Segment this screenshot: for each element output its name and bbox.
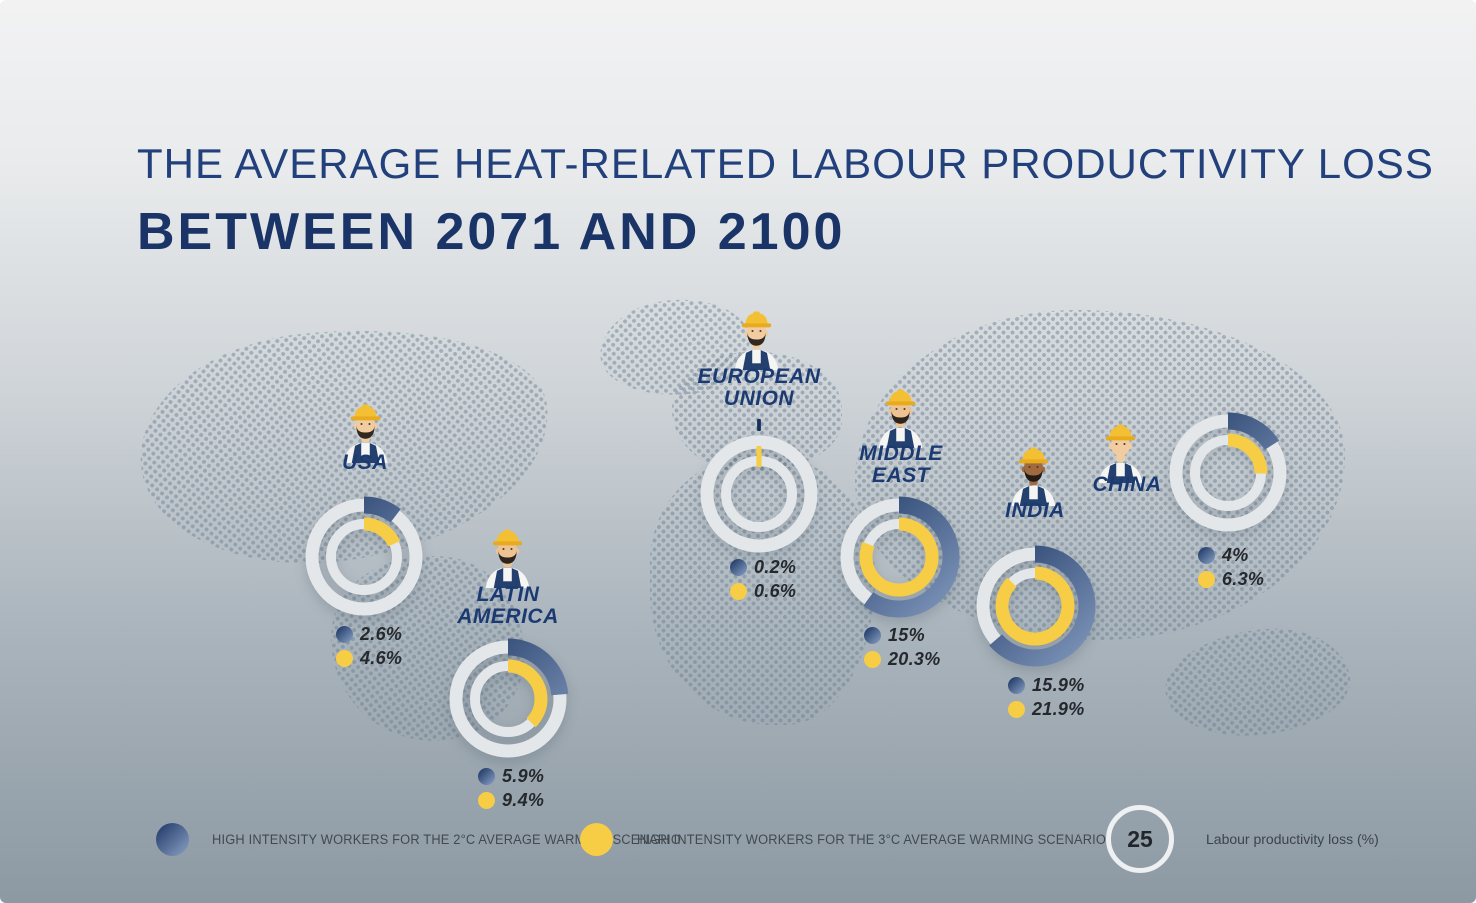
map-africa [650,455,875,725]
region-values: 0.2% 0.6% [730,557,796,602]
value-2c: 5.9% [502,766,545,786]
yellow-dot-icon [1008,701,1025,718]
yellow-dot-icon [864,651,881,668]
value-row-3c: 0.6% [730,581,796,602]
legend-2c-dot-icon [156,823,189,856]
donut-chart [700,419,818,553]
value-3c: 0.6% [754,581,797,601]
value-row-3c: 6.3% [1198,569,1264,590]
value-2c: 4% [1222,545,1249,565]
value-row-2c: 15% [864,625,941,646]
legend-3c-dot-icon [580,823,613,856]
region-label: MIDDLE EAST [859,442,943,488]
value-2c: 0.2% [754,557,797,577]
legend-scale-label: Labour productivity loss (%) [1206,831,1379,847]
value-2c: 15% [888,625,925,645]
value-row-3c: 20.3% [864,649,941,670]
region-label: EUROPEAN UNION [697,365,821,411]
value-row-3c: 9.4% [478,790,544,811]
title-line-1: THE AVERAGE HEAT-RELATED LABOUR PRODUCTI… [137,140,1434,187]
worker-icon [1098,424,1143,483]
donut-chart [447,638,569,760]
value-row-2c: 2.6% [336,624,402,645]
worker-icon [485,529,530,588]
legend-scale-ring-icon: 25 [1106,805,1174,873]
donut-chart [974,545,1096,667]
value-row-3c: 4.6% [336,648,402,669]
value-row-3c: 21.9% [1008,699,1085,720]
worker-icon [343,404,388,463]
title-block: THE AVERAGE HEAT-RELATED LABOUR PRODUCTI… [137,140,1434,262]
value-row-2c: 15.9% [1008,675,1085,696]
value-2c: 15.9% [1032,675,1085,695]
worker-icon [1011,447,1056,506]
donut-chart [1167,412,1289,534]
region-values: 15.9% 21.9% [1008,675,1085,720]
worker-icon [734,311,779,370]
yellow-dot-icon [1198,571,1215,588]
value-row-2c: 5.9% [478,766,544,787]
donut-chart [303,496,425,618]
yellow-dot-icon [730,583,747,600]
donut-chart [838,496,960,618]
region-values: 4% 6.3% [1198,545,1264,590]
value-2c: 2.6% [360,624,403,644]
region-values: 2.6% 4.6% [336,624,402,669]
region-label: INDIA [1005,499,1065,522]
blue-dot-icon [1198,547,1215,564]
value-row-2c: 4% [1198,545,1264,566]
blue-dot-icon [864,627,881,644]
value-row-2c: 0.2% [730,557,796,578]
value-3c: 9.4% [502,790,545,810]
region-label: USA [342,451,388,474]
region-label: CHINA [1092,473,1162,496]
region-values: 15% 20.3% [864,625,941,670]
region-label: LATIN AMERICA [457,583,559,629]
value-3c: 21.9% [1032,699,1085,719]
value-3c: 6.3% [1222,569,1265,589]
blue-dot-icon [730,559,747,576]
yellow-dot-icon [478,792,495,809]
worker-icon [878,389,923,448]
yellow-dot-icon [336,650,353,667]
region-values: 5.9% 9.4% [478,766,544,811]
title-line-2: BETWEEN 2071 AND 2100 [137,203,846,261]
map-australia [1160,620,1355,745]
value-3c: 4.6% [360,648,403,668]
blue-dot-icon [478,768,495,785]
blue-dot-icon [336,626,353,643]
value-3c: 20.3% [888,649,941,669]
legend-2c-label: HIGH INTENSITY WORKERS FOR THE 2°C AVERA… [212,832,682,847]
legend-3c-label: HIGH INTENSITY WORKERS FOR THE 3°C AVERA… [637,832,1107,847]
legend-scale-value: 25 [1127,825,1153,852]
blue-dot-icon [1008,677,1025,694]
